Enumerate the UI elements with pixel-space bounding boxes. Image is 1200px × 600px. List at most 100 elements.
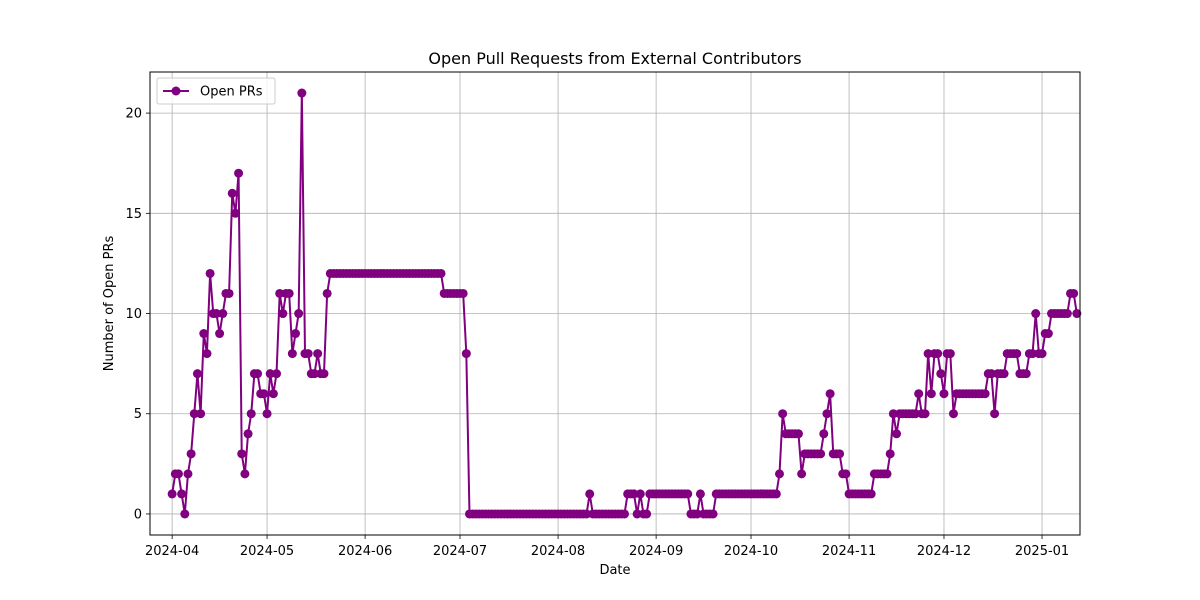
data-point	[990, 409, 1000, 419]
data-point	[882, 469, 892, 479]
data-point	[778, 409, 788, 419]
data-point	[771, 489, 781, 499]
data-point	[246, 409, 256, 419]
data-point	[275, 288, 285, 298]
y-tick-label: 20	[125, 107, 142, 122]
data-point	[294, 309, 304, 319]
chart-title: Open Pull Requests from External Contrib…	[428, 49, 801, 68]
data-point	[585, 489, 595, 499]
legend: Open PRs	[156, 77, 276, 105]
x-axis-label: Date	[599, 563, 630, 578]
data-point	[268, 389, 278, 399]
legend-box	[156, 77, 276, 105]
data-point	[1043, 329, 1053, 339]
data-point	[632, 509, 642, 519]
data-point	[1069, 288, 1079, 298]
data-point	[180, 509, 190, 519]
data-point	[629, 489, 639, 499]
data-point	[774, 469, 784, 479]
data-point	[945, 349, 955, 359]
data-point	[642, 509, 652, 519]
x-tick-label: 2024-11	[822, 544, 876, 559]
y-tick-label: 5	[134, 407, 142, 422]
data-point	[841, 469, 851, 479]
data-point	[272, 369, 282, 379]
data-point	[436, 268, 446, 278]
data-point	[189, 409, 199, 419]
data-point	[926, 389, 936, 399]
data-point	[911, 409, 921, 419]
data-point	[866, 489, 876, 499]
data-point	[980, 389, 990, 399]
data-point	[243, 429, 253, 439]
legend-label: Open PRs	[200, 85, 263, 100]
data-point	[797, 469, 807, 479]
data-point	[1031, 309, 1041, 319]
data-point	[224, 288, 234, 298]
data-point	[1021, 369, 1031, 379]
data-point	[1062, 309, 1072, 319]
data-point	[619, 509, 629, 519]
data-point	[259, 389, 269, 399]
x-tick-label: 2024-08	[531, 544, 585, 559]
x-tick-label: 2024-06	[338, 544, 392, 559]
data-point	[822, 409, 832, 419]
data-point	[819, 429, 829, 439]
data-point	[230, 208, 240, 218]
data-point	[313, 349, 323, 359]
y-tick-label: 10	[125, 307, 142, 322]
data-point	[936, 369, 946, 379]
data-point	[291, 329, 301, 339]
data-point	[939, 389, 949, 399]
data-point	[986, 369, 996, 379]
data-point	[885, 449, 895, 459]
data-point	[1028, 349, 1038, 359]
data-point	[933, 349, 943, 359]
x-tick-label: 2024-09	[629, 544, 683, 559]
data-point	[635, 489, 645, 499]
data-point	[199, 329, 209, 339]
data-point	[218, 309, 228, 319]
data-point	[683, 489, 693, 499]
x-tick-label: 2024-07	[433, 544, 487, 559]
data-point	[297, 88, 307, 98]
data-point	[458, 288, 468, 298]
data-point	[211, 309, 221, 319]
legend-marker	[171, 86, 181, 96]
data-point	[284, 288, 294, 298]
x-tick-label: 2024-04	[145, 544, 199, 559]
data-point	[695, 489, 705, 499]
data-point	[173, 469, 183, 479]
data-point	[692, 509, 702, 519]
data-point	[319, 369, 329, 379]
data-point	[215, 329, 225, 339]
data-point	[205, 268, 215, 278]
data-point	[234, 168, 244, 178]
data-point	[237, 449, 247, 459]
data-point	[1037, 349, 1047, 359]
data-point	[253, 369, 263, 379]
data-point	[192, 369, 202, 379]
data-point	[287, 349, 297, 359]
data-point	[227, 188, 237, 198]
data-point	[920, 409, 930, 419]
data-point	[816, 449, 826, 459]
data-point	[202, 349, 212, 359]
data-point	[322, 288, 332, 298]
data-point	[825, 389, 835, 399]
axis-ticks: 2024-04 2024-05 2024-06 2024-07 2024-08 2024-…	[125, 107, 1069, 559]
plot-frame	[149, 71, 1081, 536]
data-point	[948, 409, 958, 419]
x-tick-label: 2024-05	[240, 544, 294, 559]
y-tick-label: 15	[125, 207, 142, 222]
data-point	[240, 469, 250, 479]
data-point	[892, 429, 902, 439]
data-point	[1012, 349, 1022, 359]
data-point	[278, 309, 288, 319]
x-tick-label: 2024-10	[724, 544, 778, 559]
data-point	[196, 409, 206, 419]
data-point	[303, 349, 313, 359]
data-point	[923, 349, 933, 359]
data-point	[262, 409, 272, 419]
